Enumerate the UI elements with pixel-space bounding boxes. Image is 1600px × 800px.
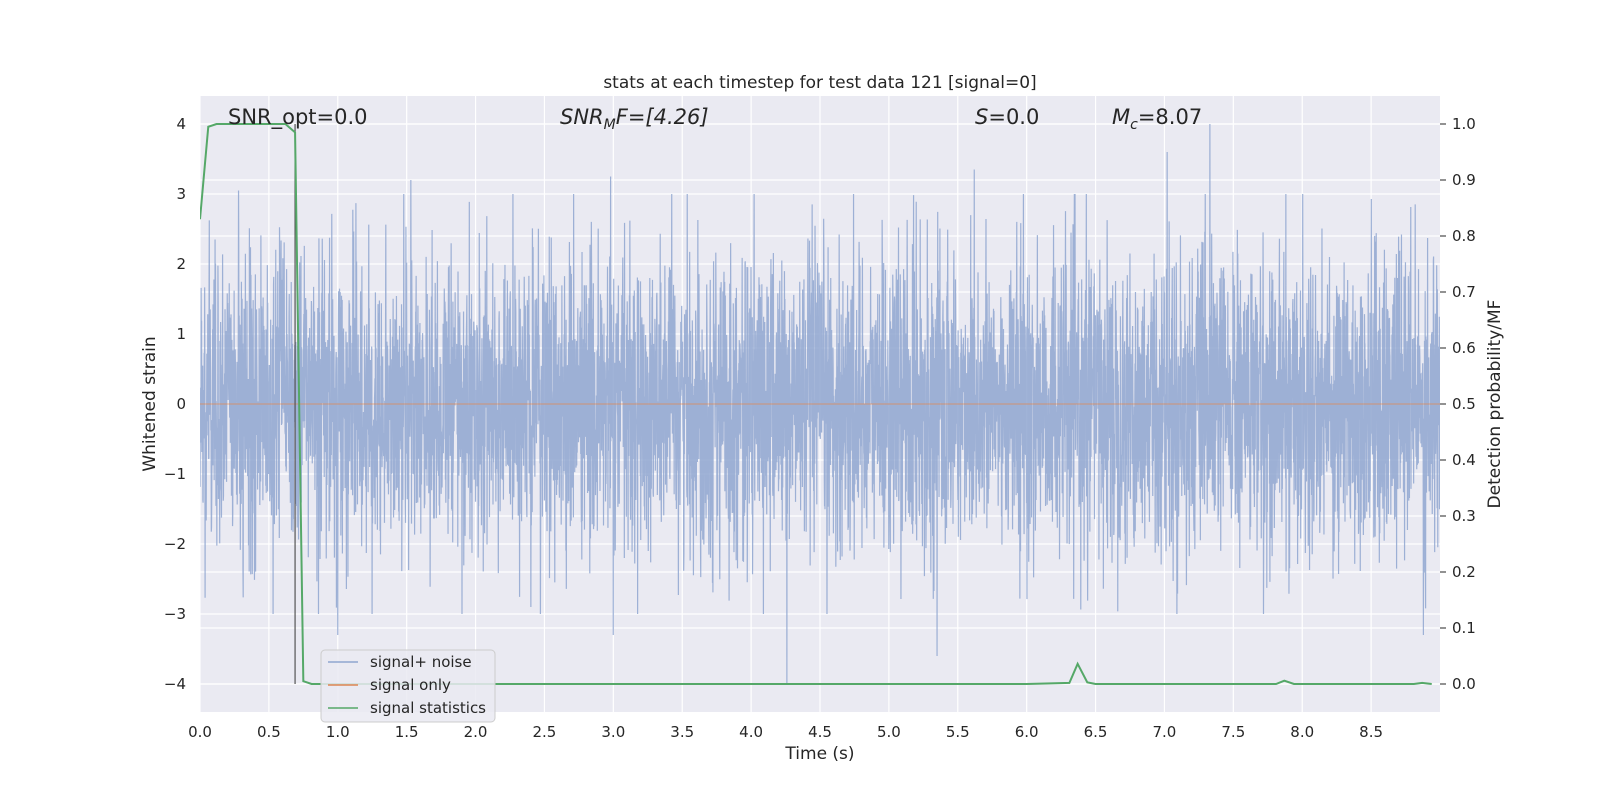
right-y-axis-label: Detection probability/MF (1485, 300, 1505, 509)
legend: signal+ noise signal only signal statist… (320, 649, 496, 723)
right-y-tick-label: 0.6 (1452, 339, 1476, 357)
left-y-axis-label: Whitened strain (140, 336, 160, 471)
snr-mf-annotation: SNRMF=[4.26] (560, 105, 709, 133)
x-tick-label: 1.0 (326, 723, 350, 741)
legend-label-signal-noise: signal+ noise (370, 653, 472, 671)
left-y-tick-label: 1 (176, 325, 186, 343)
x-tick-label: 8.0 (1290, 723, 1314, 741)
signal-noise-series (200, 123, 1440, 685)
s-annotation: S=0.0 (975, 105, 1039, 129)
x-tick-label: 8.5 (1359, 723, 1383, 741)
right-y-axis-ticks: 0.0 0.1 0.2 0.3 0.4 0.5 0.6 0.7 0.8 0.9 1.0 (1440, 115, 1476, 693)
legend-box (320, 649, 496, 723)
x-tick-label: 4.0 (739, 723, 763, 741)
signal-noise-line (200, 123, 1440, 685)
x-tick-label: 3.5 (670, 723, 694, 741)
right-y-tick-label: 1.0 (1452, 115, 1476, 133)
right-y-tick-label: 0.0 (1452, 675, 1476, 693)
x-tick-label: 1.5 (395, 723, 419, 741)
x-tick-label: 6.5 (1084, 723, 1108, 741)
chart-title: stats at each timestep for test data 121… (603, 73, 1036, 93)
x-tick-label: 2.5 (533, 723, 557, 741)
x-tick-label: 7.0 (1153, 723, 1177, 741)
x-axis-label: Time (s) (784, 744, 854, 764)
mc-annotation: Mc=8.07 (1112, 105, 1202, 133)
right-y-tick-label: 0.8 (1452, 227, 1476, 245)
left-y-tick-label: 2 (176, 255, 186, 273)
right-y-tick-label: 0.9 (1452, 171, 1476, 189)
x-tick-label: 6.0 (1015, 723, 1039, 741)
signal-statistics-series (200, 123, 1432, 685)
x-tick-label: 3.0 (601, 723, 625, 741)
x-tick-label: 2.0 (464, 723, 488, 741)
x-tick-label: 5.0 (877, 723, 901, 741)
x-tick-label: 0.5 (257, 723, 281, 741)
right-y-tick-label: 0.5 (1452, 395, 1476, 413)
right-y-tick-label: 0.4 (1452, 451, 1476, 469)
x-axis-ticks: 0.0 0.5 1.0 1.5 2.0 2.5 3.0 3.5 4.0 4.5 5.0 5.5 6.0 6… (188, 723, 1383, 741)
x-tick-label: 0.0 (188, 723, 212, 741)
legend-label-signal-only: signal only (370, 676, 451, 694)
left-y-tick-label: 3 (176, 185, 186, 203)
right-y-tick-label: 0.7 (1452, 283, 1476, 301)
left-y-axis-ticks: −4 −3 −2 −1 0 1 2 3 4 (164, 115, 186, 693)
right-y-tick-label: 0.1 (1452, 619, 1476, 637)
right-y-tick-label: 0.2 (1452, 563, 1476, 581)
signal-statistics-line (200, 123, 1432, 685)
left-y-tick-label: −4 (164, 675, 186, 693)
left-y-tick-label: −3 (164, 605, 186, 623)
snr-opt-annotation: SNR_opt=0.0 (228, 105, 368, 130)
left-y-tick-label: −2 (164, 535, 186, 553)
x-tick-label: 7.5 (1221, 723, 1245, 741)
left-y-tick-label: 4 (176, 115, 186, 133)
left-y-tick-label: −1 (164, 465, 186, 483)
left-y-tick-label: 0 (176, 395, 186, 413)
right-y-tick-label: 0.3 (1452, 507, 1476, 525)
x-tick-label: 4.5 (808, 723, 832, 741)
x-tick-label: 5.5 (946, 723, 970, 741)
legend-label-signal-statistics: signal statistics (370, 699, 486, 717)
